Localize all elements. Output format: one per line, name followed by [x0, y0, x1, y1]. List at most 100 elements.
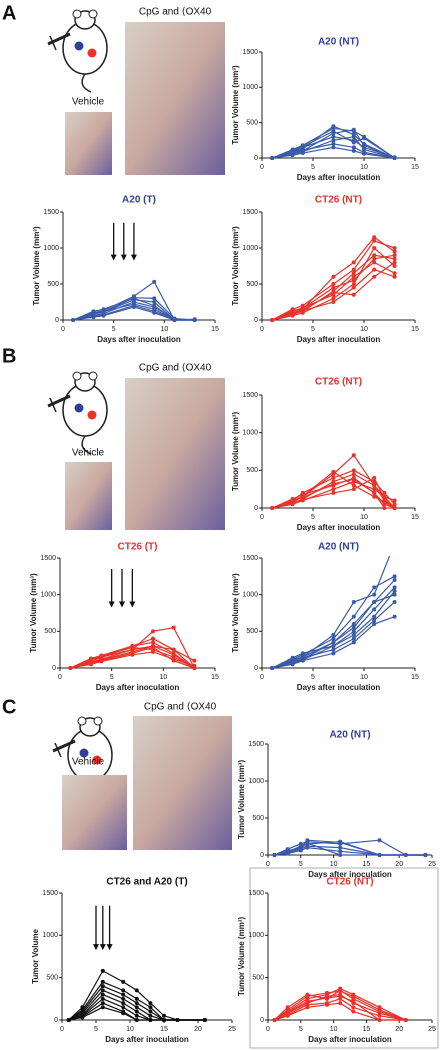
y-axis-label: Tumor Volume (mm³) [231, 65, 240, 145]
data-point [377, 1007, 382, 1012]
data-point [325, 1002, 330, 1007]
x-axis-label: Days after inoculation [297, 335, 381, 344]
data-point [270, 318, 275, 322]
data-point [100, 968, 105, 973]
control-photo [65, 112, 112, 175]
data-point [351, 483, 356, 488]
data-point [298, 848, 303, 853]
mouse-icon [46, 370, 109, 456]
plot [71, 279, 197, 322]
arrow-head [120, 254, 127, 261]
y-tick-label: 1000 [242, 245, 258, 252]
y-tick-label: 0 [52, 665, 56, 672]
x-tick-label: 15 [160, 1026, 168, 1033]
chart: CT26 (NT) 0 500 1000 1500 0 5 10 15 Days after in… [231, 195, 419, 344]
control-photo [65, 462, 112, 530]
y-tick-label: 1500 [43, 209, 59, 216]
data-point [392, 592, 397, 597]
x-tick-label: 15 [363, 861, 371, 868]
control-label: Vehicle [72, 448, 105, 459]
data-point [325, 990, 330, 995]
x-tick-label: 15 [411, 514, 419, 521]
data-point [331, 647, 336, 652]
control-label: Vehicle [72, 97, 105, 108]
data-point [372, 585, 377, 590]
data-point [300, 144, 305, 149]
data-point [351, 477, 356, 482]
data-point [290, 153, 295, 158]
x-tick-label: 5 [311, 326, 315, 333]
data-point [351, 625, 356, 630]
y-tick-label: 1000 [248, 932, 264, 939]
data-point [362, 136, 366, 141]
y-tick-label: 1500 [40, 555, 56, 562]
x-tick-label: 25 [428, 861, 436, 868]
data-point [382, 496, 387, 501]
chart-title: A20 (NT) [329, 730, 370, 741]
data-point [351, 260, 356, 265]
data-point [148, 1018, 153, 1022]
data-point [392, 502, 397, 507]
x-tick-label: 5 [112, 326, 116, 333]
data-point [351, 1005, 356, 1010]
plot [68, 625, 197, 670]
y-tick-label: 1500 [242, 49, 258, 56]
data-point [121, 992, 126, 997]
y-tick-label: 500 [246, 120, 258, 127]
x-axis-label: Days after inoculation [105, 1035, 189, 1044]
data-point [134, 1013, 139, 1018]
x-tick-label: 10 [360, 164, 368, 171]
data-point [331, 487, 336, 492]
data-point [351, 453, 356, 458]
treated-label: CpG and ⟨OX40 [144, 702, 217, 713]
panel-letter: C [2, 696, 16, 718]
y-axis-label: Tumor Volume [31, 929, 40, 984]
data-point [392, 614, 397, 619]
x-tick-label: 20 [395, 1026, 403, 1033]
data-point [362, 151, 366, 156]
x-tick-label: 0 [61, 326, 65, 333]
chart: CT26 (NT) 0 500 1000 1500 0 5 10 15 Days after in… [231, 377, 419, 532]
data-point [403, 853, 408, 857]
y-tick-label: 1000 [242, 84, 258, 91]
data-point [152, 300, 157, 304]
data-point [372, 235, 377, 240]
data-point [91, 315, 96, 320]
data-point [372, 238, 377, 243]
y-tick-label: 0 [254, 155, 258, 162]
data-point [392, 253, 397, 258]
x-tick-label: 5 [299, 861, 303, 868]
data-point [382, 490, 387, 495]
data-point [351, 614, 356, 619]
y-tick-label: 1500 [42, 890, 58, 897]
data-point [351, 145, 356, 150]
chart-title: A20 (T) [122, 195, 156, 206]
data-point [71, 318, 76, 322]
chart: CT26 (T) 0 500 1000 1500 0 5 10 15 Days after ino… [29, 542, 219, 692]
panel-c: C CpG and ⟨OX40 Vehicle [2, 696, 439, 1049]
data-point [130, 644, 135, 648]
chart-title: CT26 (NT) [315, 377, 362, 388]
data-point [270, 156, 275, 160]
x-tick-label: 25 [428, 1026, 436, 1033]
arrow-head [110, 254, 117, 261]
y-tick-label: 500 [246, 628, 258, 635]
series-line [274, 989, 406, 1021]
data-point [351, 148, 356, 153]
x-tick-label: 0 [58, 674, 62, 681]
data-point [151, 640, 155, 645]
data-point [392, 574, 397, 579]
data-point [372, 614, 377, 619]
series-line [274, 998, 406, 1021]
data-point [331, 640, 336, 645]
data-point [392, 246, 397, 250]
arrow-head [129, 601, 136, 608]
data-point [351, 629, 356, 634]
data-point [130, 649, 135, 654]
data-point [372, 592, 377, 597]
data-point [89, 660, 93, 665]
y-tick-label: 1000 [42, 932, 58, 939]
x-axis-label: Days after inoculation [308, 1035, 392, 1044]
data-point [100, 988, 105, 993]
x-tick-label: 20 [395, 861, 403, 868]
